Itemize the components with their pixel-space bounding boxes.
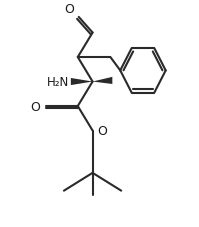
Polygon shape: [71, 79, 93, 86]
Polygon shape: [93, 77, 112, 85]
Text: H₂N: H₂N: [47, 76, 69, 89]
Text: O: O: [98, 124, 107, 137]
Text: O: O: [30, 100, 40, 113]
Text: O: O: [64, 3, 74, 16]
